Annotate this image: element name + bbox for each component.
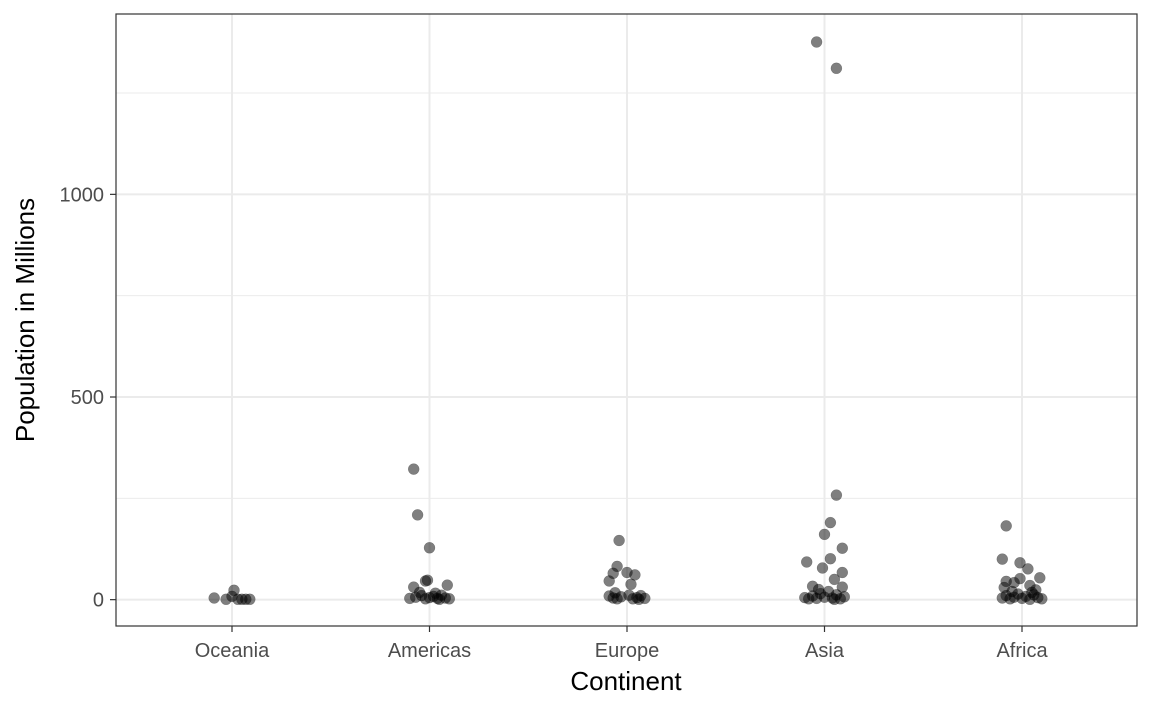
data-point [613,534,625,547]
data-point [1034,572,1046,584]
data-point [824,552,837,565]
x-tick-label: Africa [996,640,1048,662]
x-tick-label: Europe [595,640,660,662]
x-tick-label: Asia [805,640,845,662]
data-point [443,593,456,605]
data-point [411,509,424,521]
data-point [800,556,813,568]
data-point [433,593,446,606]
data-point [625,578,637,591]
data-point [1014,557,1026,569]
data-point [1026,586,1038,599]
data-point [836,542,849,554]
data-point [828,593,841,606]
data-point [828,573,841,586]
data-point [810,36,823,48]
y-axis: 0 500 1000 [60,184,116,612]
data-point [816,562,829,574]
y-tick-label: 1000 [60,184,105,206]
data-point [830,62,843,75]
data-point [603,575,615,587]
data-point [208,592,220,604]
data-point [633,593,645,606]
data-point [1000,520,1012,532]
y-tick-label: 0 [93,590,104,612]
data-point [824,516,837,529]
x-tick-label: Oceania [195,640,270,662]
data-point [818,528,831,541]
data-point [423,542,436,554]
data-point [838,591,851,603]
data-point [413,586,426,599]
data-point [615,591,627,603]
data-point [421,574,434,586]
data-point [830,489,843,501]
x-axis: Oceania Americas Europe Asia Africa [195,626,1048,662]
x-tick-label: Americas [388,640,471,662]
data-point [1036,593,1048,605]
data-point [1006,585,1018,598]
data-point [629,569,641,581]
data-point [407,463,420,475]
data-point [1022,563,1034,575]
data-point [812,583,825,596]
data-point [836,566,849,579]
y-axis-title: Population in Millions [10,198,40,442]
data-point [244,593,256,606]
y-tick-label: 500 [71,387,104,409]
data-point [441,579,454,591]
data-points [208,36,1048,606]
x-axis-title: Continent [570,666,682,696]
grid [116,14,1137,626]
data-point [996,553,1009,565]
